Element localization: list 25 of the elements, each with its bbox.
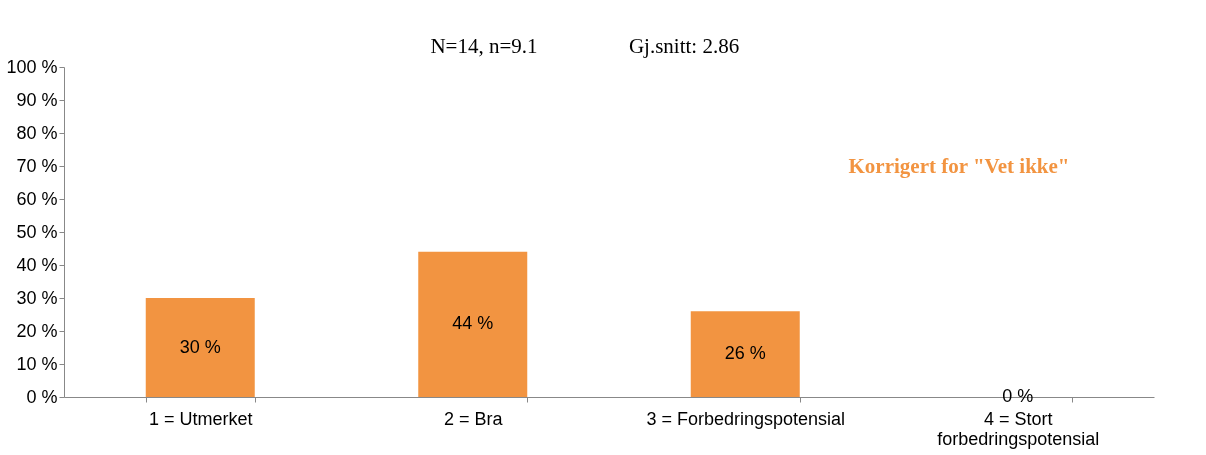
y-tick-label: 30 % [16,287,58,308]
y-tick-label: 100 % [6,56,58,77]
text: Gj.snitt: 2.86 [628,34,740,58]
y-tick-label: 0 % [26,386,58,407]
bar [418,251,528,397]
bar [145,298,255,397]
data-label: 26 % [724,343,766,364]
y-tick-label: 50 % [16,221,58,242]
y-tick-label: 90 % [16,89,58,110]
y-tick-label: 60 % [16,188,58,209]
annotation: Korrigert for "Vet ikke" [848,154,1070,178]
y-tick-label: 20 % [16,320,58,341]
data-label: 0 % [1002,386,1034,406]
x-tick-label: 4 = Stort forbedringspotensial [937,408,1100,449]
y-tick-label: 80 % [16,122,58,143]
y-tick-label: 70 % [16,155,58,176]
text: N=14, n=9.1 [430,34,538,58]
x-tick-label: 3 = Forbedringspotensial [646,408,846,429]
y-tick-label: 10 % [16,353,58,374]
data-label: 44 % [452,313,494,334]
x-tick-label: 1 = Utmerket [148,408,253,429]
x-tick-label: 2 = Bra [443,408,504,429]
data-label: 30 % [179,336,221,357]
y-tick-label: 40 % [16,254,58,275]
bar [690,311,800,397]
